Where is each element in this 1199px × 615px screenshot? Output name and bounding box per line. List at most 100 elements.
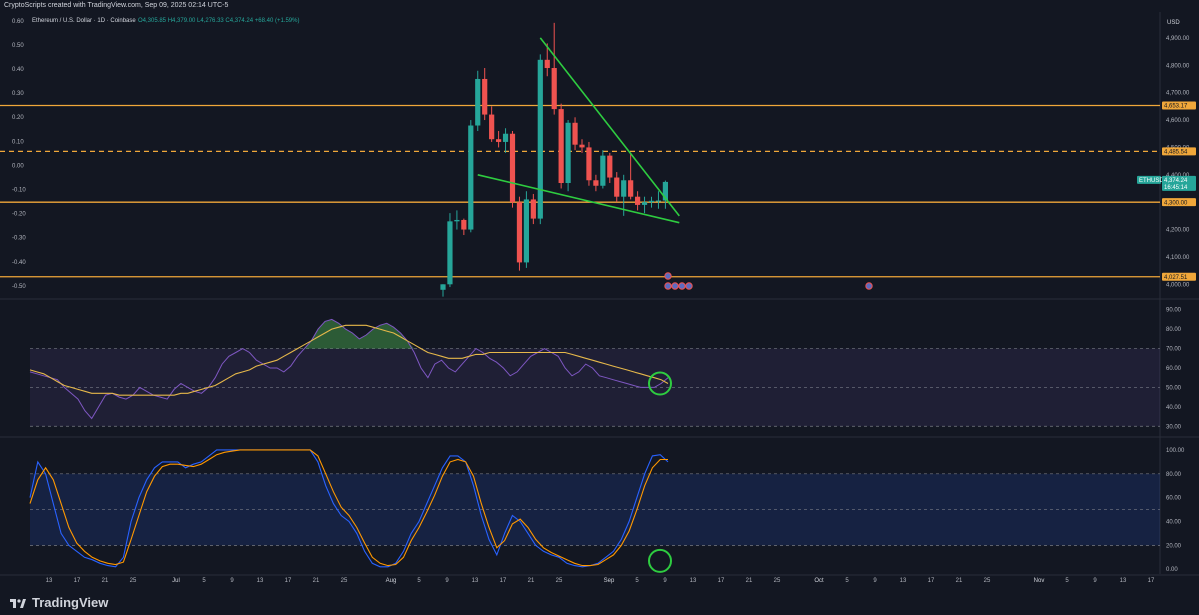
candle-body — [468, 125, 474, 230]
candle-body — [593, 180, 599, 186]
time-axis-label: 25 — [556, 578, 563, 584]
left-axis-tick: -0.40 — [12, 260, 26, 266]
time-axis-label: 17 — [500, 578, 507, 584]
right-axis-tick: 4,900.00 — [1166, 36, 1190, 42]
time-axis-label: 5 — [1065, 578, 1069, 584]
rsi-axis-tick: 50.00 — [1166, 385, 1182, 391]
candle-body — [648, 200, 655, 203]
right-axis-tick: 4,400.00 — [1166, 173, 1190, 179]
candle-body — [523, 199, 529, 263]
symbol-title: Ethereum / U.S. Dollar · 1D · Coinbase — [32, 18, 136, 24]
time-axis-label: Sep — [604, 578, 615, 584]
time-axis-label: 25 — [341, 578, 348, 584]
candle-body — [558, 109, 564, 184]
right-axis-tick: 4,200.00 — [1166, 228, 1190, 234]
stoch-axis-tick: 20.00 — [1166, 543, 1182, 549]
chart-background — [0, 12, 1199, 590]
symbol-tag-label: ETHUSD — [1139, 178, 1164, 184]
time-axis-label: 21 — [746, 578, 753, 584]
level-price-label: 4,653.17 — [1164, 104, 1188, 110]
level-price-label: 4,027.51 — [1164, 275, 1188, 281]
time-axis-label: 21 — [102, 578, 109, 584]
time-axis-label: 9 — [873, 578, 877, 584]
time-axis-label: 13 — [46, 578, 53, 584]
time-axis-label: 17 — [285, 578, 292, 584]
candle-body — [628, 180, 634, 197]
right-axis-tick: 4,100.00 — [1166, 255, 1190, 261]
time-axis-label: 21 — [528, 578, 535, 584]
time-axis-label: 5 — [417, 578, 421, 584]
symbol-tag — [1137, 175, 1161, 184]
chart-canvas[interactable]: 0.60 0.50 0.40 0.30 0.20 0.10 0.00 -0.10 -0.20 -0… — [0, 12, 1199, 590]
level-price-tag — [1162, 198, 1196, 207]
stoch-rsi-pane[interactable]: 100.00 80.00 60.00 40.00 20.00 0.00 — [29, 448, 1185, 573]
left-axis-tick: 0.30 — [12, 91, 24, 97]
tradingview-logo-icon — [10, 598, 26, 608]
candle-body — [544, 59, 550, 69]
candle-body — [641, 202, 648, 205]
time-axis-label: 21 — [313, 578, 320, 584]
candle-body — [482, 78, 488, 115]
candle-body — [496, 139, 502, 142]
level-price-tag — [1162, 101, 1196, 110]
level-price-label: 4,300.00 — [1164, 200, 1188, 206]
time-axis-label: 25 — [984, 578, 991, 584]
time-axis-label: 25 — [774, 578, 781, 584]
candle-body — [461, 219, 467, 230]
time-axis-label: 9 — [663, 578, 667, 584]
time-axis-label: 13 — [1120, 578, 1127, 584]
left-axis-tick: -0.50 — [12, 284, 26, 290]
stoch-axis-tick: 40.00 — [1166, 520, 1182, 526]
trendline — [477, 174, 680, 224]
candle-body — [502, 133, 509, 142]
time-axis-label: 5 — [845, 578, 849, 584]
rsi-overbought-fill — [30, 319, 668, 349]
stoch-axis-tick: 0.00 — [1166, 567, 1178, 573]
left-axis-tick: -0.30 — [12, 236, 26, 242]
candle-body — [621, 180, 627, 197]
time-axis-label: 25 — [130, 578, 137, 584]
ohlc-readout: O4,305.85 H4,379.00 L4,276.33 C4,374.24 … — [138, 18, 299, 24]
last-price-label: 4,374.24 — [1164, 178, 1188, 184]
stoch-axis-tick: 100.00 — [1166, 448, 1185, 454]
time-axis-label: Nov — [1034, 578, 1045, 584]
candle-body — [586, 147, 592, 181]
candle-body — [614, 177, 620, 197]
time-axis-label: 21 — [956, 578, 963, 584]
left-axis-tick: 0.10 — [12, 139, 24, 145]
footer: TradingView — [0, 590, 1199, 615]
trendline — [539, 37, 680, 217]
currency-label: USD — [1167, 20, 1180, 26]
stoch-d-line — [29, 449, 668, 567]
time-axis-label: 9 — [230, 578, 234, 584]
right-axis-tick: 4,800.00 — [1166, 63, 1190, 69]
brand-name: TradingView — [32, 595, 109, 610]
time-axis-label: 17 — [1148, 578, 1155, 584]
candle-body — [572, 122, 578, 145]
candle-body — [635, 196, 641, 205]
economic-event-icon — [664, 282, 672, 290]
candle-body — [530, 199, 536, 219]
rsi-pane[interactable]: 90.00 80.00 70.00 60.00 50.00 40.00 30.00 — [29, 308, 1182, 431]
price-pane[interactable]: 0.60 0.50 0.40 0.30 0.20 0.10 0.00 -0.10 -0.20 -0… — [0, 19, 1196, 297]
rsi-axis-tick: 60.00 — [1166, 366, 1182, 372]
time-axis-label: Aug — [386, 578, 397, 584]
time-axis-label: 13 — [472, 578, 479, 584]
candle-body — [655, 200, 662, 202]
highlight-circle — [648, 371, 672, 396]
candle-body — [489, 114, 495, 140]
candle-body — [600, 155, 606, 186]
rsi-axis-tick: 40.00 — [1166, 405, 1182, 411]
candle-body — [537, 59, 543, 219]
stoch-axis-tick: 60.00 — [1166, 496, 1182, 502]
time-axis[interactable]: 13 17 21 25 Jul 5 9 13 17 21 25 Aug 5 9 13 17 21 25 Sep 5 9 1… — [46, 578, 1155, 584]
candle-body — [440, 284, 446, 290]
time-axis-label: 17 — [928, 578, 935, 584]
time-axis-label: 13 — [690, 578, 697, 584]
economic-event-icon — [671, 282, 679, 290]
stoch-k-line — [29, 449, 669, 568]
candle-body — [551, 68, 557, 110]
right-axis-tick: 4,600.00 — [1166, 118, 1190, 124]
economic-event-icon — [685, 282, 693, 290]
time-axis-label: 13 — [257, 578, 264, 584]
